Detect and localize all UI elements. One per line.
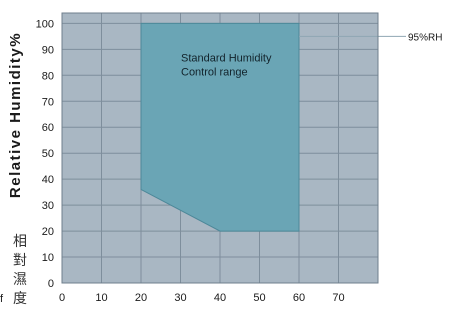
y-tick-10: 10 <box>42 252 54 264</box>
x-tick-40: 40 <box>214 292 226 304</box>
y-tick-30: 30 <box>42 200 54 212</box>
y-tick-20: 20 <box>42 226 54 238</box>
y-axis-label-cn-4: 度 <box>13 291 27 307</box>
x-tick-0: 0 <box>59 292 65 304</box>
x-tick-60: 60 <box>293 292 305 304</box>
y-tick-100: 100 <box>36 18 54 30</box>
region-label-line-1: Standard Humidity <box>181 52 272 64</box>
y-tick-60: 60 <box>42 122 54 134</box>
y-tick-50: 50 <box>42 148 54 160</box>
y-tick-70: 70 <box>42 96 54 108</box>
y-axis-label-cn-3: 濕 <box>13 272 27 288</box>
y-axis-label-cn-2: 對 <box>13 253 27 269</box>
x-tick-labels: 0 10 20 30 40 50 60 70 <box>59 292 345 304</box>
y-tick-0: 0 <box>48 278 54 290</box>
annotation-95rh: 95%RH <box>408 32 442 43</box>
y-axis-label: Relative Humidity% <box>7 32 24 198</box>
plot-frame <box>61 12 379 284</box>
y-tick-80: 80 <box>42 70 54 82</box>
left-edge-fragment: f <box>0 293 4 305</box>
x-tick-30: 30 <box>174 292 186 304</box>
region-label-line-2: Control range <box>181 66 248 78</box>
x-tick-70: 70 <box>332 292 344 304</box>
y-tick-90: 90 <box>42 44 54 56</box>
y-tick-labels: 0 10 20 30 40 50 60 70 80 90 100 <box>36 18 54 290</box>
y-tick-40: 40 <box>42 174 54 186</box>
x-tick-50: 50 <box>253 292 265 304</box>
y-axis-label-cn-1: 相 <box>13 234 27 250</box>
x-tick-10: 10 <box>95 292 107 304</box>
x-tick-20: 20 <box>135 292 147 304</box>
control-range-region <box>140 22 300 232</box>
